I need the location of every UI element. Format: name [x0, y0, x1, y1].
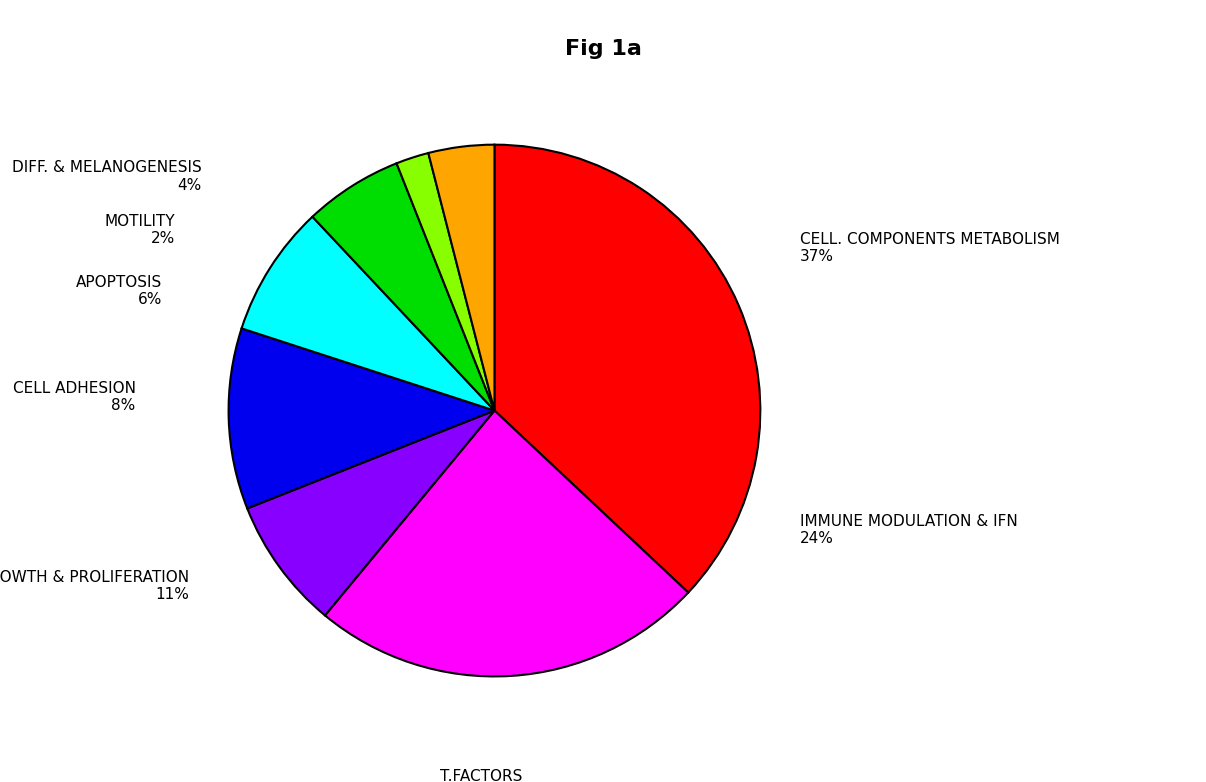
Wedge shape — [241, 217, 494, 411]
Text: Fig 1a: Fig 1a — [564, 39, 642, 59]
Text: DIFF. & MELANOGENESIS
4%: DIFF. & MELANOGENESIS 4% — [12, 160, 201, 192]
Wedge shape — [312, 163, 494, 411]
Text: T.FACTORS
8%: T.FACTORS 8% — [440, 769, 522, 782]
Wedge shape — [229, 328, 494, 508]
Text: MOTILITY
2%: MOTILITY 2% — [105, 213, 175, 246]
Text: APOPTOSIS
6%: APOPTOSIS 6% — [76, 274, 162, 307]
Text: CELL GROWTH & PROLIFERATION
11%: CELL GROWTH & PROLIFERATION 11% — [0, 570, 188, 602]
Text: IMMUNE MODULATION & IFN
24%: IMMUNE MODULATION & IFN 24% — [801, 514, 1018, 547]
Wedge shape — [494, 145, 760, 593]
Wedge shape — [324, 411, 689, 676]
Wedge shape — [247, 411, 494, 615]
Wedge shape — [428, 145, 494, 411]
Text: CELL ADHESION
8%: CELL ADHESION 8% — [12, 381, 135, 414]
Text: CELL. COMPONENTS METABOLISM
37%: CELL. COMPONENTS METABOLISM 37% — [801, 232, 1060, 264]
Wedge shape — [397, 153, 494, 411]
